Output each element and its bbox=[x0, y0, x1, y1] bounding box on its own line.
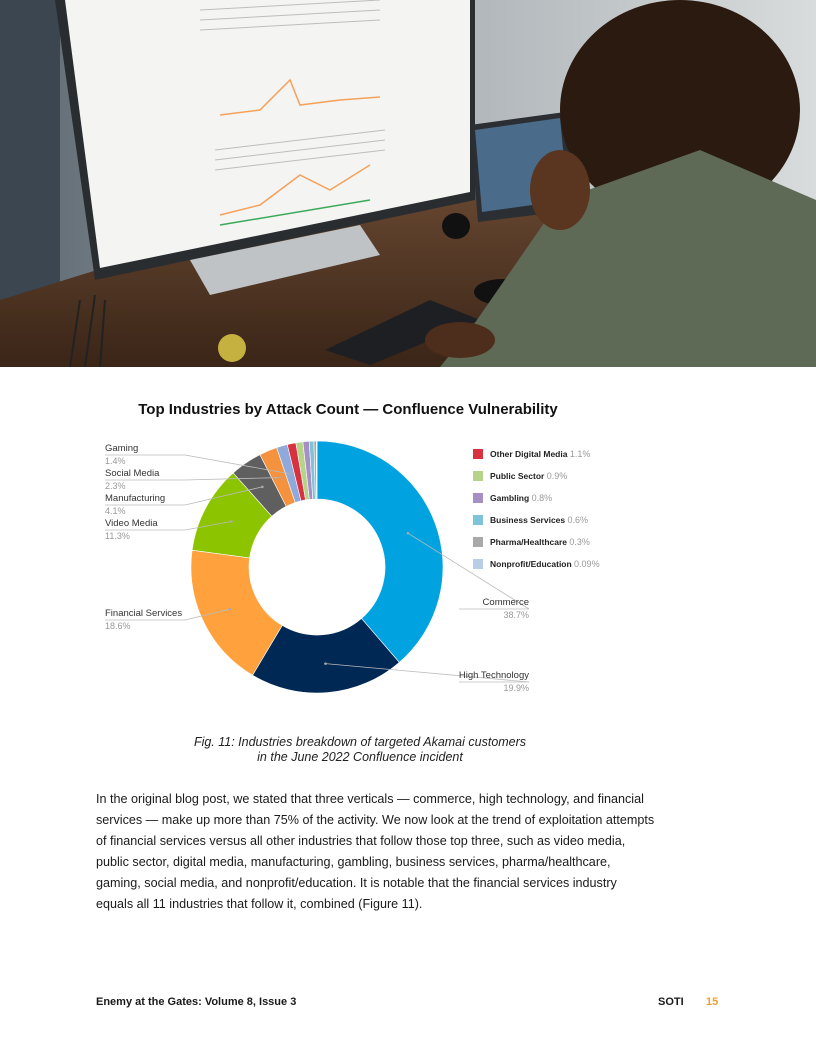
footer-brand: SOTI bbox=[658, 996, 684, 1008]
slice-label: Financial Services bbox=[105, 608, 182, 619]
leader-line bbox=[184, 521, 232, 531]
legend-label: Public Sector 0.9% bbox=[490, 471, 567, 481]
slice-value: 18.6% bbox=[105, 621, 131, 631]
leader-dot bbox=[324, 662, 327, 665]
figure-caption: Fig. 11: Industries breakdown of targete… bbox=[0, 735, 720, 765]
leader-dot bbox=[230, 520, 233, 523]
legend-value: 0.3% bbox=[569, 537, 590, 547]
page-number: 15 bbox=[706, 996, 719, 1008]
chart-title: Top Industries by Attack Count — Conflue… bbox=[138, 401, 558, 418]
leader-line bbox=[325, 663, 530, 683]
legend-value: 1.1% bbox=[570, 449, 591, 459]
legend-swatch bbox=[473, 471, 483, 481]
legend-label: Gambling 0.8% bbox=[490, 493, 552, 503]
donut-chart: Commerce 38.7% High Technology 19.9% Financi… bbox=[105, 440, 600, 694]
leader-dot bbox=[278, 476, 281, 479]
slice-label: High Technology bbox=[459, 670, 529, 681]
legend-value: 0.6% bbox=[568, 515, 589, 525]
leader-line bbox=[184, 454, 291, 475]
footer-title: Enemy at the Gates: Volume 8, Issue 3 bbox=[96, 996, 297, 1008]
leader-line bbox=[184, 486, 263, 506]
leader-line bbox=[184, 477, 280, 481]
legend-label: Nonprofit/Education 0.09% bbox=[490, 559, 600, 569]
legend-value: 0.9% bbox=[547, 471, 568, 481]
slice-commerce bbox=[316, 440, 444, 663]
legend-swatch bbox=[473, 537, 483, 547]
slice-value: 38.7% bbox=[503, 610, 529, 620]
slice-value: 4.1% bbox=[105, 506, 126, 516]
legend-value: 0.8% bbox=[532, 493, 553, 503]
slice-value: 2.3% bbox=[105, 481, 126, 491]
slice-value: 19.9% bbox=[503, 683, 529, 693]
hero-photo bbox=[0, 0, 816, 367]
slice-label: Manufacturing bbox=[105, 493, 165, 504]
slice-nonprofit-education bbox=[315, 440, 318, 500]
caption-line-1: Fig. 11: Industries breakdown of targete… bbox=[193, 735, 527, 749]
legend-label: Pharma/Healthcare 0.3% bbox=[490, 537, 590, 547]
slice-label: Commerce bbox=[483, 597, 529, 608]
slice-label: Video Media bbox=[105, 518, 158, 529]
slice-value: 1.4% bbox=[105, 456, 126, 466]
legend-swatch bbox=[473, 449, 483, 459]
legend-label: Other Digital Media 1.1% bbox=[490, 449, 590, 459]
leader-line bbox=[407, 532, 530, 610]
slice-label: Social Media bbox=[105, 468, 160, 479]
leader-line bbox=[184, 608, 230, 621]
legend-swatch bbox=[473, 559, 483, 569]
leader-dot bbox=[261, 485, 264, 489]
legend-swatch bbox=[473, 515, 483, 525]
leader-dot bbox=[288, 472, 292, 476]
slice-value: 11.3% bbox=[105, 531, 130, 541]
body-paragraph: In the original blog post, we stated tha… bbox=[96, 792, 655, 911]
legend-swatch bbox=[473, 493, 483, 503]
leader-dot bbox=[228, 607, 231, 611]
leader-dot bbox=[406, 531, 410, 535]
slice-label: Gaming bbox=[105, 443, 138, 454]
caption-line-2: in the June 2022 Confluence incident bbox=[257, 750, 463, 764]
legend-value: 0.09% bbox=[574, 559, 600, 569]
legend-label: Business Services 0.6% bbox=[490, 515, 588, 525]
